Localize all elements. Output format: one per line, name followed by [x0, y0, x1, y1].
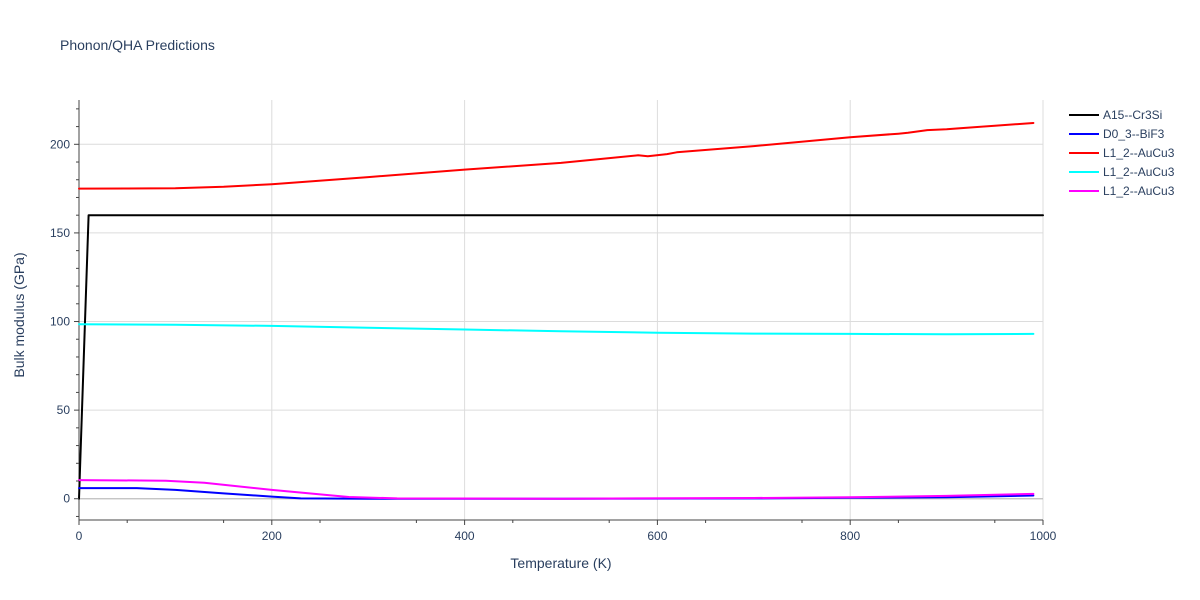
legend-item-3[interactable]: L1_2--AuCu3 [1069, 146, 1175, 160]
y-axis-title: Bulk modulus (GPa) [11, 252, 27, 377]
x-tick-label: 0 [76, 529, 83, 543]
legend-label: L1_2--AuCu3 [1103, 184, 1175, 198]
legend-label: D0_3--BiF3 [1103, 127, 1165, 141]
x-axis-title: Temperature (K) [510, 555, 611, 571]
series-line-3[interactable] [78, 122, 1035, 190]
legend-label: L1_2--AuCu3 [1103, 165, 1175, 179]
y-tick-label: 200 [50, 137, 70, 151]
chart-title: Phonon/QHA Predictions [60, 37, 215, 53]
series-line-4[interactable] [78, 323, 1035, 336]
y-tick-label: 0 [63, 492, 70, 506]
legend-item-4[interactable]: L1_2--AuCu3 [1069, 165, 1175, 179]
x-tick-label: 800 [840, 529, 860, 543]
x-tick-label: 600 [647, 529, 667, 543]
legend-label: A15--Cr3Si [1103, 108, 1162, 122]
y-tick-label: 150 [50, 226, 70, 240]
x-tick-label: 200 [262, 529, 282, 543]
legend-label: L1_2--AuCu3 [1103, 146, 1175, 160]
series [78, 122, 1044, 500]
legend-item-1[interactable]: A15--Cr3Si [1069, 108, 1162, 122]
legend-item-5[interactable]: L1_2--AuCu3 [1069, 184, 1175, 198]
y-tick-label: 50 [57, 403, 71, 417]
series-line-5[interactable] [78, 479, 1035, 500]
legend[interactable]: A15--Cr3Si D0_3--BiF3 L1_2--AuCu3 L1_2--AuC… [1069, 108, 1175, 198]
x-tick-label: 1000 [1030, 529, 1057, 543]
ticks: 0 200 400 600 800 1000 0 50 100 150 200 [50, 108, 1057, 543]
axes [78, 100, 1043, 521]
series-line-1[interactable] [78, 214, 1044, 500]
legend-item-2[interactable]: D0_3--BiF3 [1069, 127, 1165, 141]
x-tick-label: 400 [455, 529, 475, 543]
y-tick-label: 100 [50, 315, 70, 329]
